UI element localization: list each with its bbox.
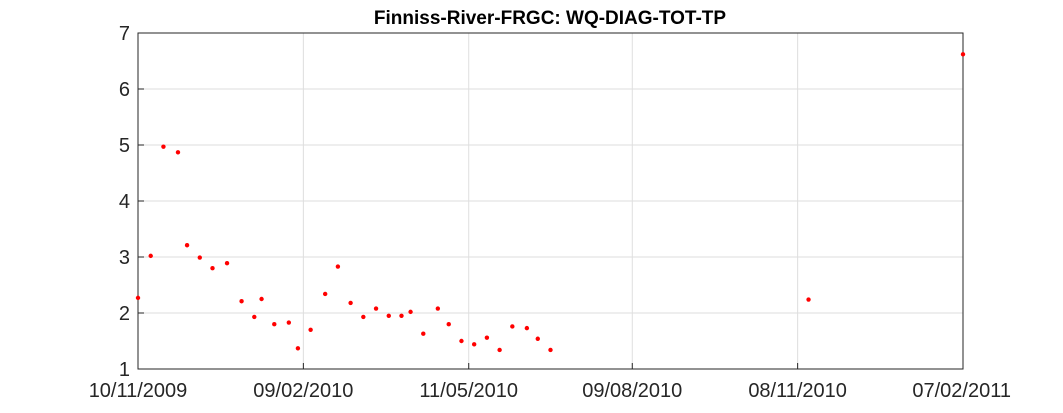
- axis-ticks: 1 2 3 4 5 6 7 10/11/2009 09/02/2010 11/05/2010 09/…: [89, 23, 1011, 402]
- data-point: [286, 320, 292, 325]
- data-point: [960, 52, 966, 57]
- data-point: [497, 347, 502, 353]
- x-tick-label: 08/11/2010: [748, 380, 847, 402]
- data-point: [524, 325, 530, 331]
- data-point: [335, 264, 341, 269]
- x-tick-label: 10/11/2009: [89, 380, 188, 402]
- data-point: [259, 296, 264, 302]
- y-tick-label: 1: [119, 359, 130, 381]
- data-point: [161, 144, 166, 149]
- y-tick-label: 5: [119, 135, 130, 157]
- grid-lines: [138, 33, 963, 369]
- data-point: [408, 309, 413, 315]
- data-point: [806, 297, 811, 302]
- chart-title: Finniss-River-FRGC: WQ-DIAG-TOT-TP: [374, 8, 727, 29]
- data-point: [361, 314, 366, 320]
- data-point: [510, 324, 515, 329]
- data-point: [435, 306, 441, 311]
- data-point: [272, 322, 277, 327]
- data-point: [484, 335, 490, 340]
- data-point: [148, 253, 153, 259]
- data-point: [308, 327, 313, 332]
- data-point: [322, 291, 328, 297]
- data-point: [184, 243, 190, 248]
- data-point: [224, 260, 230, 266]
- data-point: [471, 342, 477, 347]
- data-point: [386, 313, 391, 318]
- data-point: [239, 299, 244, 304]
- data-point: [135, 295, 141, 301]
- data-point: [373, 306, 379, 311]
- y-tick-label: 7: [119, 23, 130, 45]
- data-points: [135, 52, 966, 353]
- data-point: [348, 300, 353, 306]
- x-tick-label: 07/02/2011: [912, 380, 1011, 402]
- y-tick-label: 2: [119, 303, 130, 325]
- data-point: [548, 347, 553, 353]
- y-tick-label: 6: [119, 79, 130, 101]
- data-point: [175, 150, 181, 155]
- x-tick-label: 09/02/2010: [253, 380, 353, 402]
- x-tick-label: 11/05/2010: [419, 380, 518, 402]
- y-tick-label: 3: [119, 247, 130, 269]
- data-point: [459, 338, 464, 344]
- data-point: [295, 346, 301, 351]
- data-point: [421, 331, 426, 336]
- data-point: [252, 314, 257, 320]
- x-tick-label: 09/08/2010: [582, 380, 682, 402]
- data-point: [535, 336, 540, 341]
- data-point: [446, 322, 451, 327]
- data-point: [197, 255, 202, 260]
- data-point: [399, 313, 404, 318]
- y-tick-label: 4: [119, 191, 130, 213]
- data-point: [210, 266, 215, 271]
